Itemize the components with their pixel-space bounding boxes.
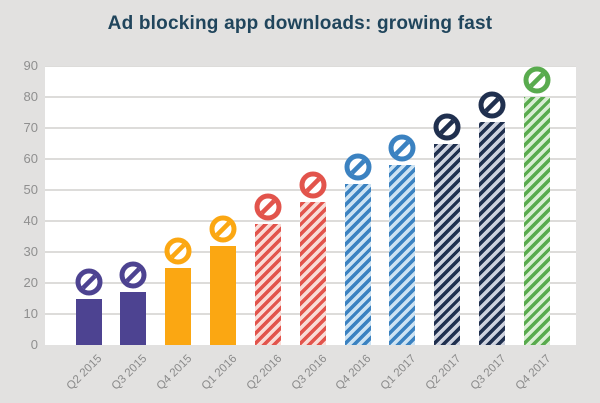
- no-sign-icon: [254, 193, 282, 221]
- x-axis-label-text: Q2 2017: [423, 352, 464, 393]
- y-axis-label: 80: [23, 89, 38, 104]
- no-sign-icon: [344, 153, 372, 181]
- x-axis-label-text: Q1 2017: [378, 352, 419, 393]
- y-axis-label: 50: [23, 182, 38, 197]
- bar: [75, 298, 102, 345]
- bar: [299, 202, 326, 345]
- y-axis-label: 70: [23, 120, 38, 135]
- no-sign-icon: [299, 171, 327, 199]
- x-axis-label-text: Q1 2016: [199, 352, 240, 393]
- y-axis-label: 90: [23, 58, 38, 73]
- x-axis-label-text: Q4 2016: [334, 352, 374, 393]
- x-axis-label-text: Q2 2015: [65, 352, 105, 393]
- gridline: [45, 96, 576, 98]
- bar: [210, 245, 237, 345]
- gridline: [45, 158, 576, 160]
- no-sign-icon: [478, 91, 506, 119]
- no-sign-icon: [388, 134, 416, 162]
- x-axis-label-text: Q3 2017: [468, 352, 509, 393]
- no-sign-icon: [119, 261, 147, 289]
- no-sign-icon: [388, 134, 416, 162]
- y-axis-label: 0: [30, 337, 38, 352]
- bar: [344, 183, 371, 345]
- no-sign-icon: [523, 66, 551, 94]
- bar: [254, 224, 281, 345]
- no-sign-icon: [478, 91, 506, 119]
- no-sign-icon: [344, 153, 372, 181]
- no-sign-icon: [209, 215, 237, 243]
- y-axis-label: 10: [23, 306, 38, 321]
- bar: [479, 121, 506, 345]
- no-sign-icon: [75, 268, 103, 296]
- x-axis-label-text: Q3 2016: [289, 352, 329, 393]
- no-sign-icon: [209, 215, 237, 243]
- no-sign-icon: [299, 171, 327, 199]
- bar: [434, 143, 461, 345]
- no-sign-icon: [75, 268, 102, 295]
- no-sign-icon: [164, 237, 192, 264]
- bar: [389, 165, 416, 345]
- bar: [524, 97, 550, 345]
- x-axis-label-text: Q4 2017: [513, 352, 554, 393]
- no-sign-icon: [433, 113, 461, 141]
- x-axis-label-text: Q2 2016: [244, 352, 285, 393]
- y-axis-label: 30: [23, 244, 38, 259]
- bar: [165, 267, 192, 345]
- no-sign-icon: [523, 66, 551, 94]
- gridline: [45, 127, 576, 129]
- x-axis-label-text: Q4 2015: [154, 352, 195, 393]
- x-axis-label-text: Q3 2015: [109, 352, 150, 393]
- y-axis-label: 20: [23, 275, 38, 290]
- no-sign-icon: [119, 261, 147, 289]
- chart-title: Ad blocking app downloads: growing fast: [107, 13, 493, 34]
- bar: [120, 292, 147, 345]
- y-axis-label: 60: [23, 151, 38, 166]
- no-sign-icon: [254, 193, 282, 221]
- gridline: [45, 66, 576, 67]
- plot-area: [45, 66, 576, 345]
- no-sign-icon: [164, 237, 192, 265]
- no-sign-icon: [433, 113, 461, 140]
- y-axis-label: 40: [23, 213, 38, 228]
